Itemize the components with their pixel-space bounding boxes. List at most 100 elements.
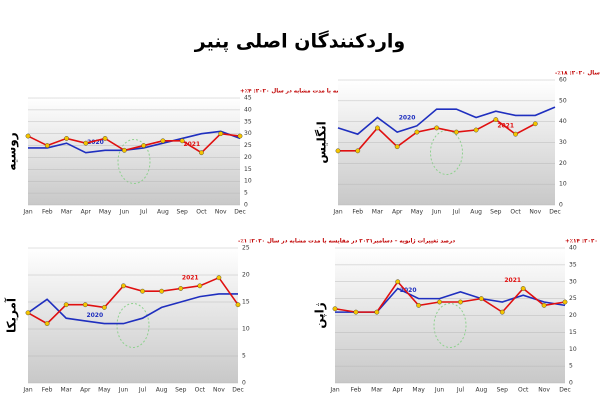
- series-line: [27, 293, 238, 325]
- y-tick-label: 0: [242, 380, 246, 387]
- x-tick-label: Oct: [510, 209, 521, 216]
- series-line: [28, 130, 241, 154]
- series-label: 2020: [400, 287, 417, 294]
- x-tick-label: Mar: [61, 387, 73, 394]
- series-label: 2021: [182, 274, 199, 281]
- x-tick-label: Jun: [434, 387, 445, 394]
- y-tick-label: 20: [559, 160, 567, 167]
- y-tick-label: 45: [244, 95, 252, 102]
- point: [25, 310, 31, 316]
- point: [160, 138, 166, 144]
- y-tick-label: 20: [569, 312, 577, 319]
- x-tick-label: Jul: [139, 209, 148, 216]
- point: [332, 306, 338, 312]
- point: [102, 136, 108, 141]
- point: [101, 304, 107, 310]
- x-tick-label: Dec: [559, 387, 571, 394]
- point: [199, 150, 204, 156]
- y-tick-label: 25: [569, 295, 577, 302]
- plot-area: [28, 248, 238, 383]
- x-tick-label: Sep: [497, 387, 509, 394]
- point: [458, 299, 463, 305]
- y-tick-label: 25: [242, 245, 250, 252]
- point: [216, 275, 222, 281]
- y-tick-label: 25: [244, 142, 252, 149]
- x-tick-label: Aug: [470, 209, 482, 216]
- series-label: 2021: [504, 277, 521, 284]
- point: [395, 279, 401, 285]
- x-tick-label: Mar: [371, 387, 383, 394]
- x-tick-label: Jul: [452, 209, 461, 216]
- point: [44, 321, 50, 326]
- x-tick-label: Feb: [42, 387, 53, 394]
- y-tick-label: 5: [569, 363, 573, 370]
- point: [335, 148, 341, 154]
- y-tick-label: 15: [242, 299, 250, 306]
- point: [562, 299, 568, 305]
- x-tick-label: May: [99, 209, 112, 216]
- x-tick-label: Apr: [81, 209, 92, 216]
- point: [434, 125, 440, 131]
- y-tick-label: 35: [569, 261, 577, 268]
- y-tick-label: 10: [569, 346, 577, 353]
- series-label: 2021: [497, 123, 514, 130]
- x-tick-label: Sep: [490, 209, 502, 216]
- y-tick-label: 15: [569, 329, 577, 336]
- x-tick-label: Feb: [42, 209, 53, 216]
- point: [520, 286, 526, 291]
- x-tick-label: Jan: [329, 387, 339, 394]
- point: [541, 302, 547, 308]
- x-tick-label: Jan: [22, 387, 32, 394]
- x-tick-label: Jan: [332, 209, 342, 216]
- y-tick-label: 15: [244, 166, 252, 173]
- watermark: [117, 139, 151, 184]
- y-tick-label: 30: [559, 139, 567, 146]
- x-tick-label: May: [98, 387, 111, 394]
- page-title: واردکنندگان اصلی پنیر: [194, 30, 406, 53]
- x-tick-label: Dec: [234, 209, 246, 216]
- y-tick-label: 10: [242, 326, 250, 333]
- series-label: 2020: [87, 139, 104, 146]
- x-tick-label: Aug: [156, 387, 168, 394]
- point: [159, 288, 165, 294]
- y-tick-label: 30: [569, 278, 577, 285]
- x-tick-label: Jun: [431, 209, 442, 216]
- x-tick-label: Jul: [456, 387, 465, 394]
- chart-subtitle: درصد تغییرات ژانویه – دسامبر۲۰۲۱ در مقای…: [238, 239, 455, 245]
- x-tick-label: Oct: [196, 209, 207, 216]
- chart-subtitle: درصد تغییرات ژانویه – نوامبر۲۰۲۱ در مقای…: [555, 71, 600, 77]
- series-line: [337, 106, 556, 136]
- point: [513, 131, 518, 137]
- point: [178, 286, 184, 291]
- y-tick-label: 0: [244, 202, 248, 209]
- point: [375, 125, 380, 131]
- point: [25, 133, 31, 139]
- point: [453, 129, 459, 135]
- point: [44, 143, 50, 148]
- x-tick-label: Apr: [392, 209, 403, 216]
- x-tick-label: Feb: [352, 209, 363, 216]
- country-label: انگلیس: [315, 121, 329, 163]
- y-tick-label: 50: [559, 97, 567, 104]
- point: [82, 302, 88, 308]
- point: [478, 296, 484, 302]
- x-tick-label: Dec: [549, 209, 561, 216]
- x-tick-label: Feb: [351, 387, 362, 394]
- x-tick-label: Apr: [80, 387, 91, 394]
- x-tick-label: Nov: [538, 387, 550, 394]
- y-tick-label: 30: [244, 130, 252, 137]
- watermark: [433, 303, 467, 348]
- y-tick-label: 60: [559, 77, 567, 84]
- point: [218, 131, 224, 137]
- point: [353, 309, 359, 315]
- y-tick-label: 40: [559, 118, 567, 125]
- plot-area: [28, 98, 240, 205]
- x-tick-label: Dec: [232, 387, 244, 394]
- x-tick-label: Nov: [213, 387, 225, 394]
- x-tick-label: Sep: [177, 209, 189, 216]
- point: [197, 283, 203, 289]
- point: [416, 302, 422, 308]
- y-tick-label: 40: [244, 106, 252, 113]
- x-tick-label: Mar: [372, 209, 384, 216]
